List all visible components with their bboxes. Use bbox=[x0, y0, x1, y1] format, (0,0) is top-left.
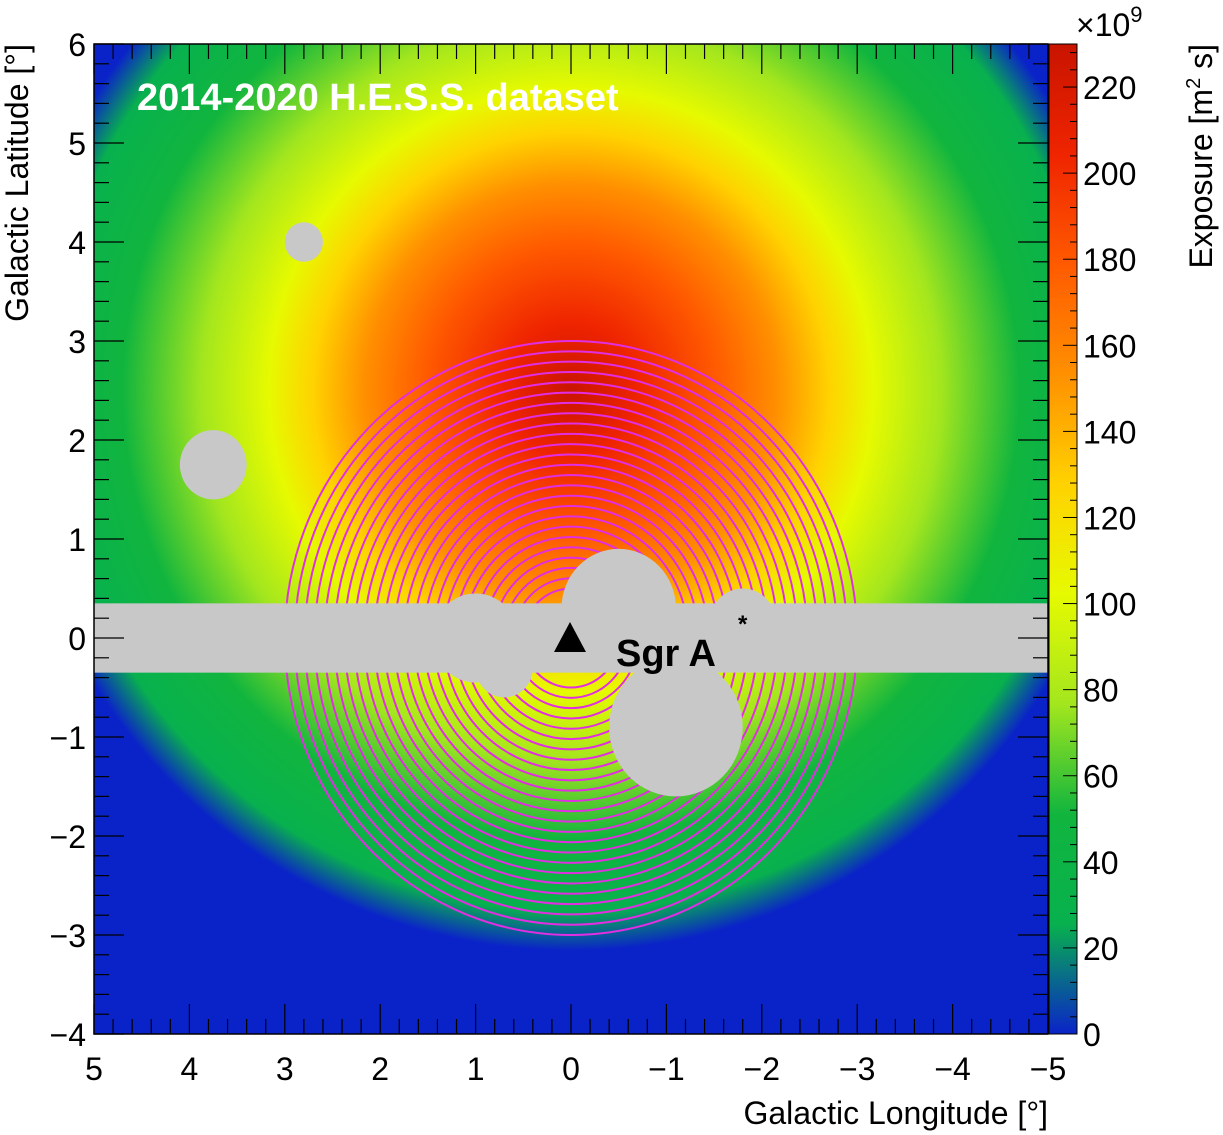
y-axis-title: Galactic Latitude [°] bbox=[0, 44, 35, 322]
x-tick-label: −5 bbox=[1030, 1051, 1066, 1087]
y-tick-label: −4 bbox=[50, 1017, 86, 1053]
y-axis-tick-labels: −4 −3 −2 −1 0 1 2 3 4 5 6 bbox=[50, 27, 86, 1053]
exclusion-region bbox=[609, 657, 743, 797]
source-label-name: Sgr A bbox=[616, 633, 716, 675]
colorbar-gradient bbox=[1049, 44, 1077, 1034]
x-tick-label: 5 bbox=[85, 1051, 103, 1087]
colorbar-scale-base: ×10 bbox=[1076, 7, 1130, 43]
x-tick-label: −3 bbox=[839, 1051, 875, 1087]
y-tick-label: 2 bbox=[68, 423, 86, 459]
x-tick-label: −2 bbox=[744, 1051, 780, 1087]
x-tick-label: −4 bbox=[934, 1051, 970, 1087]
colorbar: 0 20 40 60 80 100 120 140 160 180 200 220 ×109 bbox=[1048, 2, 1143, 1053]
x-axis-title: Galactic Longitude [°] bbox=[743, 1095, 1048, 1131]
colorbar-title: Exposure [m2 s] bbox=[1183, 44, 1219, 269]
colorbar-scale: ×109 bbox=[1076, 2, 1143, 43]
z-tick-label: 220 bbox=[1083, 70, 1136, 106]
z-tick-label: 200 bbox=[1083, 156, 1136, 192]
z-tick-label: 160 bbox=[1083, 328, 1136, 364]
y-tick-label: 1 bbox=[68, 522, 86, 558]
colorbar-title-base: Exposure [m bbox=[1183, 89, 1219, 269]
x-tick-label: −1 bbox=[648, 1051, 684, 1087]
x-tick-label: 2 bbox=[371, 1051, 389, 1087]
z-tick-label: 0 bbox=[1083, 1017, 1101, 1053]
y-tick-label: 3 bbox=[68, 324, 86, 360]
y-tick-label: 0 bbox=[68, 621, 86, 657]
z-tick-label: 140 bbox=[1083, 414, 1136, 450]
y-tick-label: −1 bbox=[50, 720, 86, 756]
z-tick-label: 120 bbox=[1083, 500, 1136, 536]
z-tick-label: 80 bbox=[1083, 673, 1119, 709]
exclusion-region bbox=[475, 638, 533, 698]
y-tick-label: −3 bbox=[50, 918, 86, 954]
sgr-a-marker: Sgr A * bbox=[554, 611, 748, 675]
x-tick-label: 4 bbox=[181, 1051, 199, 1087]
z-tick-label: 40 bbox=[1083, 845, 1119, 881]
z-tick-label: 180 bbox=[1083, 242, 1136, 278]
z-tick-label: 20 bbox=[1083, 931, 1119, 967]
colorbar-tick-labels: 0 20 40 60 80 100 120 140 160 180 200 220 bbox=[1083, 70, 1136, 1053]
y-axis-ticks bbox=[94, 43, 1048, 1035]
z-tick-label: 60 bbox=[1083, 759, 1119, 795]
exclusion-region bbox=[561, 548, 676, 668]
colorbar-title-tail: s] bbox=[1183, 44, 1219, 78]
z-tick-label: 100 bbox=[1083, 587, 1136, 623]
source-label: Sgr A bbox=[616, 633, 716, 675]
exclusion-region bbox=[709, 588, 777, 658]
x-tick-label: 0 bbox=[562, 1051, 580, 1087]
source-triangle-marker bbox=[554, 622, 586, 652]
colorbar-title-exponent: 2 bbox=[1183, 78, 1205, 89]
dataset-annotation: 2014-2020 H.E.S.S. dataset bbox=[137, 77, 619, 119]
colorbar-scale-exponent: 9 bbox=[1130, 2, 1142, 27]
y-tick-label: −2 bbox=[50, 819, 86, 855]
exclusion-region bbox=[284, 222, 323, 262]
y-tick-label: 5 bbox=[68, 126, 86, 162]
exclusion-region bbox=[179, 430, 247, 500]
colorbar-ticks bbox=[1063, 52, 1077, 1035]
exposure-field bbox=[94, 44, 1048, 1034]
x-tick-label: 1 bbox=[467, 1051, 485, 1087]
x-tick-label: 3 bbox=[276, 1051, 294, 1087]
x-axis-tick-labels: 5 4 3 2 1 0 −1 −2 −3 −4 −5 bbox=[85, 1051, 1066, 1087]
y-tick-label: 4 bbox=[68, 225, 86, 261]
plot-area: 5 4 3 2 1 0 −1 −2 −3 −4 −5 −4 −3 −2 −1 0 1 2 3 4 5 6 bbox=[50, 27, 1067, 1087]
source-label-superscript: * bbox=[738, 611, 748, 638]
x-axis-ticks bbox=[93, 44, 1049, 1034]
y-tick-label: 6 bbox=[68, 27, 86, 63]
